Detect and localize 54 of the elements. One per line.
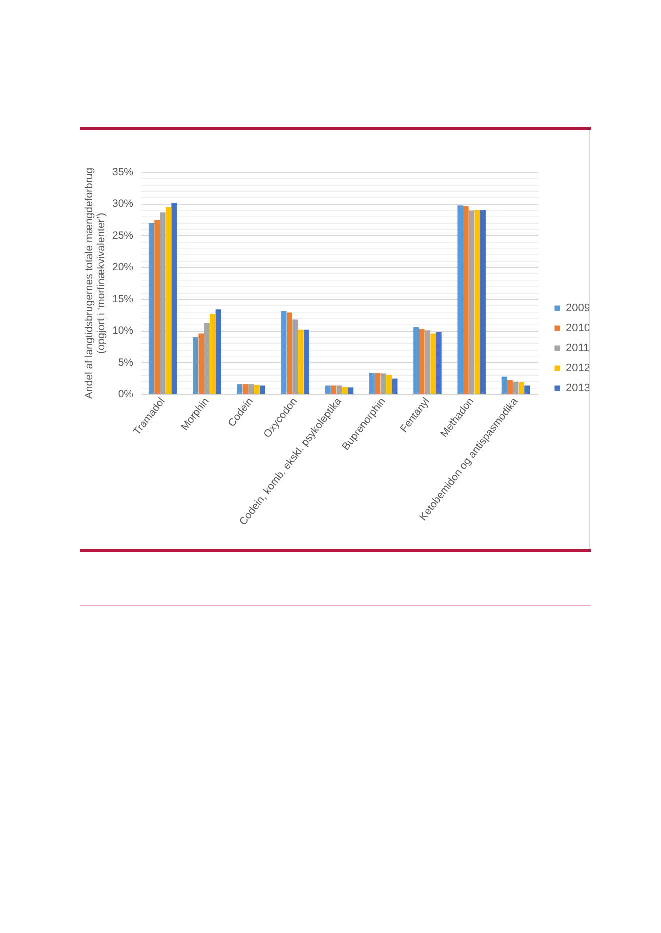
bar bbox=[436, 332, 442, 394]
bar bbox=[254, 385, 260, 394]
bar bbox=[160, 212, 166, 394]
bar bbox=[348, 388, 354, 394]
bar bbox=[463, 206, 469, 394]
bar bbox=[424, 330, 430, 394]
bar bbox=[304, 330, 310, 394]
bar bbox=[172, 203, 178, 394]
y-tick-label: 25% bbox=[112, 230, 134, 242]
bar bbox=[166, 208, 172, 394]
bar bbox=[480, 210, 486, 394]
bar bbox=[286, 312, 292, 394]
y-axis-title: Andel af langtidsbrugernes totale mængdeforbrug (opgjort i ‘morfinækvivalenter’) bbox=[83, 168, 108, 400]
bar bbox=[193, 338, 199, 394]
y-tick-label: 5% bbox=[118, 356, 134, 369]
y-tick-label: 10% bbox=[112, 325, 134, 338]
bar bbox=[392, 378, 398, 394]
bar bbox=[248, 384, 254, 394]
bar bbox=[154, 220, 160, 394]
y-tick-label: 20% bbox=[112, 262, 134, 274]
bar bbox=[469, 210, 475, 394]
bar bbox=[242, 384, 248, 394]
y-tick-label: 15% bbox=[112, 293, 134, 306]
bar bbox=[342, 387, 348, 394]
bar bbox=[292, 320, 298, 394]
bar bbox=[518, 382, 524, 394]
bar bbox=[237, 384, 243, 394]
bar bbox=[369, 373, 375, 394]
bar bbox=[419, 329, 425, 394]
y-tick-label: 30% bbox=[112, 198, 134, 210]
bar bbox=[414, 327, 420, 394]
bar bbox=[298, 330, 304, 394]
bar bbox=[508, 380, 513, 394]
bar bbox=[148, 223, 154, 394]
bar bbox=[380, 374, 386, 394]
bar bbox=[375, 373, 381, 394]
bar bbox=[430, 334, 436, 394]
bar bbox=[386, 374, 392, 394]
bar bbox=[210, 314, 216, 394]
bar bbox=[474, 210, 480, 394]
y-tick-label: 0% bbox=[118, 388, 134, 400]
bar bbox=[524, 386, 530, 394]
bar bbox=[216, 310, 222, 394]
bar bbox=[260, 386, 266, 394]
bar bbox=[204, 322, 210, 394]
bar bbox=[325, 386, 331, 394]
legend-label: 2011 bbox=[566, 342, 590, 354]
y-tick-label: 35% bbox=[112, 166, 134, 178]
bar bbox=[458, 206, 464, 394]
bar bbox=[198, 334, 204, 394]
bar bbox=[331, 386, 337, 394]
bar bbox=[502, 376, 508, 394]
bar bbox=[281, 312, 287, 394]
bar bbox=[513, 382, 519, 394]
